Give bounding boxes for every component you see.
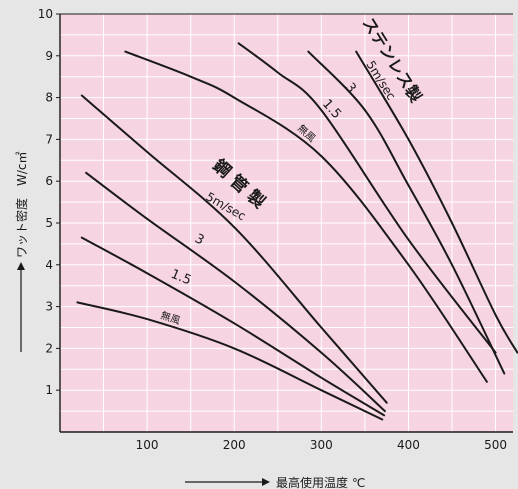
series-lines (76, 42, 518, 421)
series-line (355, 50, 518, 354)
y-tick-label: 8 (45, 91, 53, 105)
y-tick-label: 7 (45, 132, 53, 146)
y-axis-title: ワット密度 W/c㎡ (14, 151, 29, 258)
y-tick-label: 9 (45, 49, 53, 63)
series-line (124, 50, 488, 383)
y-tick-label: 5 (45, 216, 53, 230)
x-tick-label: 200 (223, 438, 246, 452)
x-axis-title-group: 最高使用温度 ℃ (185, 475, 365, 489)
series-line (76, 301, 384, 421)
x-axis-arrow-icon (262, 478, 270, 486)
x-axis-title: 最高使用温度 ℃ (276, 475, 365, 489)
x-tick-label: 500 (484, 438, 507, 452)
series-line (307, 50, 506, 375)
x-tick-label: 300 (310, 438, 333, 452)
y-axis-title-group: ワット密度 W/c㎡ (14, 151, 29, 352)
y-tick-label: 4 (45, 258, 53, 272)
series-line (80, 236, 386, 417)
y-tick-label: 3 (45, 300, 53, 314)
x-tick-label: 400 (397, 438, 420, 452)
x-tick-label: 100 (136, 438, 159, 452)
y-axis-arrow-icon (17, 262, 25, 270)
series-line (85, 171, 386, 413)
series-line (237, 42, 497, 354)
y-tick-label: 10 (38, 7, 53, 21)
axis-ticks: 1 2 3 4 5 6 7 8 9 10 100 200 300 400 500 (38, 7, 507, 452)
y-tick-label: 2 (45, 341, 53, 355)
grid (60, 14, 513, 432)
y-tick-label: 6 (45, 174, 53, 188)
y-tick-label: 1 (45, 383, 53, 397)
series-line (80, 94, 388, 404)
label-steel-1-5: 1.5 (169, 267, 194, 289)
